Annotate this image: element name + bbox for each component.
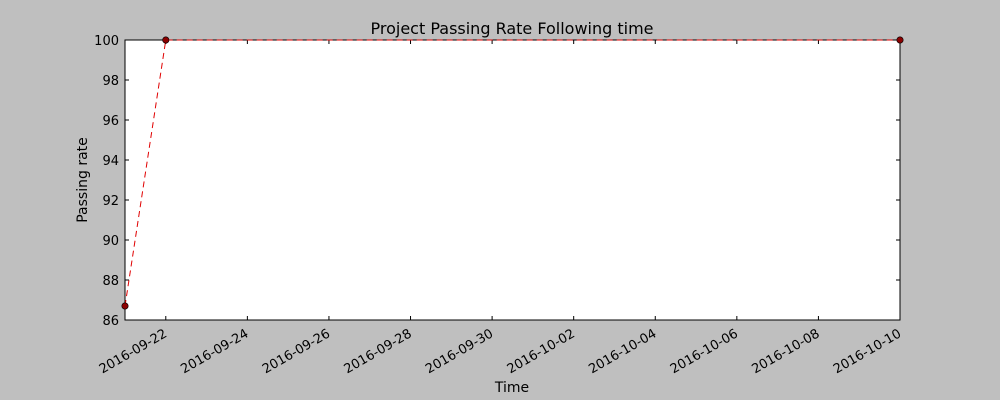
x-tick-label: 2016-09-28: [342, 326, 415, 377]
data-point: [121, 302, 129, 310]
plot-area: [124, 39, 901, 321]
x-tick-label: 2016-09-24: [178, 326, 251, 377]
y-tick-label: 94: [102, 154, 119, 169]
x-tick-label: 2016-10-10: [831, 326, 904, 377]
x-tick-label: 2016-09-30: [423, 326, 496, 377]
y-tick-label: 86: [102, 314, 119, 329]
x-tick-label: 2016-10-04: [586, 326, 659, 377]
y-tick-label: 100: [94, 34, 119, 49]
chart-title: Project Passing Rate Following time: [371, 19, 654, 38]
y-tick-label: 98: [102, 74, 119, 89]
y-tick-label: 96: [102, 114, 119, 129]
y-axis-title: Passing rate: [75, 137, 91, 223]
y-tick-label: 92: [102, 194, 119, 209]
x-axis-title: Time: [494, 380, 529, 396]
y-axis: 86 88 90 92 94 96 98 100: [94, 34, 900, 329]
series-layer: [121, 36, 904, 310]
data-point: [162, 36, 170, 44]
x-tick-label: 2016-09-26: [260, 326, 333, 377]
y-tick-label: 90: [102, 234, 119, 249]
y-tick-label: 88: [102, 274, 119, 289]
x-tick-label: 2016-10-08: [749, 326, 822, 377]
x-tick-label: 2016-09-22: [97, 326, 170, 377]
x-tick-label: 2016-10-02: [505, 326, 578, 377]
x-tick-label: 2016-10-06: [668, 326, 741, 377]
data-point: [896, 36, 904, 44]
